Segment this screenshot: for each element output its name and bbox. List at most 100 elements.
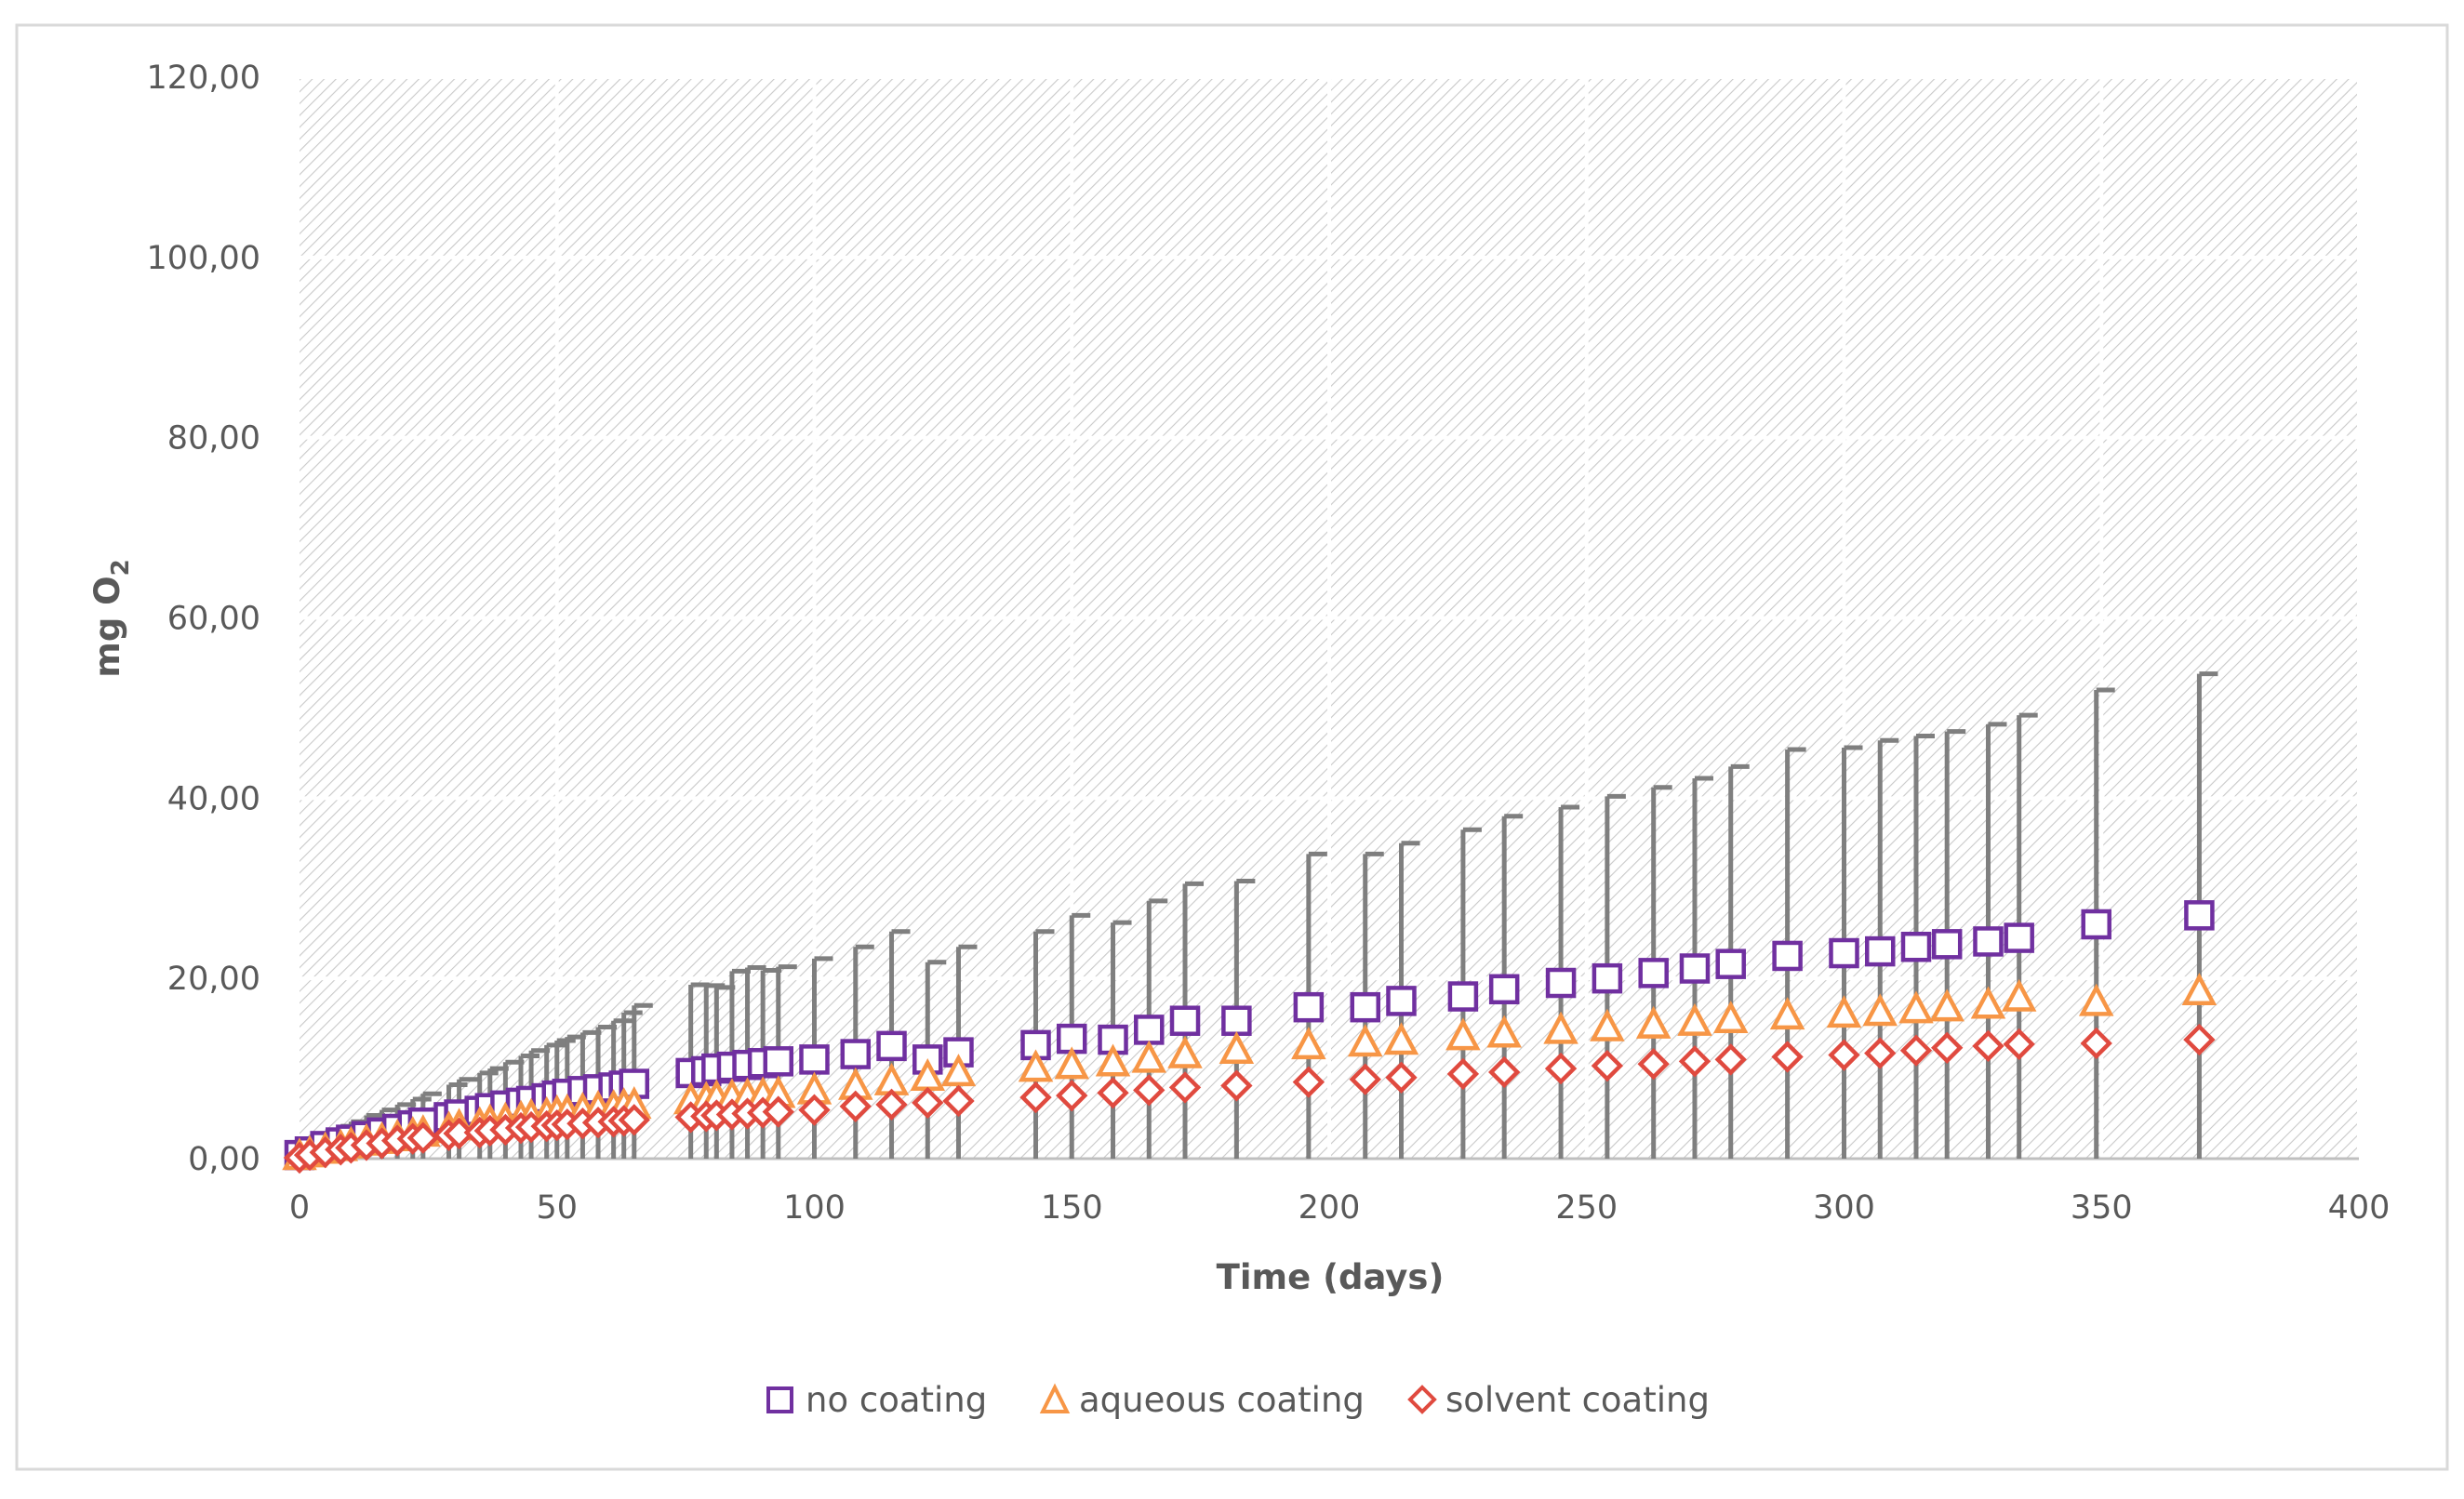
- data-point-triangle: [2078, 983, 2114, 1016]
- data-point-diamond: [1972, 1029, 2004, 1063]
- data-point-diamond: [1168, 1071, 1202, 1104]
- data-point-square: [1715, 948, 1746, 979]
- legend: no coating aqueous coating solvent coati…: [766, 1380, 1710, 1420]
- data-point-diamond: [1097, 1077, 1129, 1109]
- data-point-diamond: [2183, 1023, 2216, 1056]
- data-point-triangle: [1383, 1022, 1419, 1055]
- data-point-diamond: [1864, 1037, 1897, 1069]
- data-point-triangle: [1712, 1000, 1749, 1033]
- data-point-diamond: [1637, 1048, 1670, 1081]
- data-point-diamond: [875, 1088, 908, 1121]
- data-point-square: [1931, 929, 1963, 960]
- data-series: [282, 900, 2218, 1174]
- data-point-diamond: [798, 1094, 831, 1126]
- data-point-diamond: [1678, 1045, 1711, 1078]
- legend-marker-aqueous-coating: [1039, 1383, 1071, 1413]
- data-point-triangle: [1970, 986, 2006, 1019]
- data-point-triangle: [1054, 1046, 1090, 1080]
- data-point-diamond: [1019, 1081, 1052, 1114]
- data-point-square: [1350, 991, 1380, 1023]
- data-point-triangle: [2181, 972, 2218, 1005]
- data-point-triangle: [1095, 1043, 1131, 1077]
- data-point-square: [1386, 986, 1417, 1016]
- data-point-square: [1864, 935, 1896, 967]
- data-point-diamond: [1488, 1055, 1521, 1089]
- axes: 0,00 20,00 40,00 60,00 80,00 100,00 120,00 0 50 1…: [147, 60, 2391, 1227]
- data-point-square: [1829, 937, 1859, 969]
- data-point-triangle: [1131, 1040, 1167, 1073]
- data-point-square: [2184, 900, 2215, 931]
- y-tick-label: 60,00: [167, 601, 260, 638]
- data-point-diamond: [1544, 1052, 1578, 1085]
- x-tick-label: 150: [1041, 1189, 1103, 1227]
- data-point-triangle: [1929, 988, 1965, 1022]
- data-point-diamond: [1771, 1041, 1804, 1073]
- y-tick-label: 40,00: [167, 780, 260, 817]
- data-point-triangle: [1543, 1011, 1578, 1044]
- data-point-diamond: [762, 1095, 794, 1128]
- x-tick-label: 200: [1299, 1189, 1361, 1227]
- data-point-square: [1169, 1005, 1201, 1036]
- y-tick-label: 100,00: [147, 240, 260, 277]
- data-point-square: [2081, 909, 2111, 940]
- data-point-diamond: [1292, 1066, 1325, 1098]
- data-point-diamond: [1133, 1074, 1165, 1107]
- data-point-triangle: [1347, 1024, 1383, 1057]
- data-point-diamond: [942, 1084, 975, 1118]
- x-tick-label: 0: [289, 1189, 310, 1227]
- data-point-triangle: [1590, 1008, 1625, 1041]
- data-point-diamond: [912, 1086, 944, 1120]
- data-point-diamond: [2003, 1028, 2035, 1061]
- legend-marker-solvent-coating: [1407, 1385, 1437, 1414]
- data-point-square: [1221, 1005, 1252, 1036]
- data-point-diamond: [1446, 1057, 1480, 1091]
- data-point-triangle: [1677, 1002, 1712, 1036]
- data-point-triangle: [1826, 995, 1862, 1028]
- data-point-square: [1772, 940, 1803, 972]
- data-point-diamond: [1828, 1039, 1860, 1071]
- data-point-diamond: [618, 1104, 650, 1136]
- y-tick-label: 20,00: [167, 961, 260, 998]
- data-point-triangle: [1445, 1017, 1481, 1051]
- data-point-triangle: [1018, 1049, 1054, 1082]
- y-tick-label: 120,00: [147, 60, 260, 97]
- data-point-diamond: [839, 1090, 872, 1122]
- data-point-triangle: [1862, 993, 1898, 1027]
- y-tick-label: 0,00: [188, 1141, 260, 1178]
- data-point-diamond: [2080, 1027, 2112, 1060]
- data-point-diamond: [1591, 1049, 1624, 1082]
- data-point-triangle: [2001, 978, 2037, 1012]
- data-point-square: [840, 1039, 872, 1069]
- data-point-square: [876, 1030, 907, 1062]
- data-point-diamond: [1931, 1031, 1964, 1064]
- legend-label-aqueous-coating: aqueous coating: [1079, 1380, 1365, 1420]
- data-point-square: [1293, 991, 1325, 1023]
- data-point-square: [1973, 926, 2004, 957]
- gridlines: [300, 75, 2361, 1159]
- data-point-triangle: [1769, 997, 1805, 1030]
- legend-marker-no-coating: [766, 1386, 793, 1413]
- data-point-diamond: [1714, 1043, 1747, 1076]
- data-point-diamond: [1385, 1061, 1418, 1094]
- data-point-diamond: [1056, 1079, 1088, 1112]
- data-point-triangle: [1898, 990, 1934, 1024]
- legend-label-solvent-coating: solvent coating: [1445, 1380, 1710, 1420]
- data-point-square: [1900, 931, 1932, 962]
- data-point-square: [763, 1046, 794, 1077]
- x-tick-label: 300: [1813, 1189, 1875, 1227]
- x-tick-label: 50: [536, 1189, 578, 1227]
- y-axis-title-main: mg O: [87, 576, 127, 677]
- x-tick-label: 400: [2328, 1189, 2391, 1227]
- data-point-diamond: [1899, 1034, 1933, 1067]
- data-point-diamond: [1220, 1069, 1253, 1102]
- y-axis-title: mg O2: [87, 559, 135, 677]
- data-point-diamond: [406, 1121, 440, 1154]
- x-tick-label: 350: [2071, 1189, 2133, 1227]
- legend-label-no-coating: no coating: [806, 1380, 987, 1420]
- data-point-triangle: [1219, 1030, 1255, 1064]
- x-tick-label: 250: [1555, 1189, 1618, 1227]
- data-point-square: [1545, 967, 1577, 999]
- data-point-triangle: [1486, 1015, 1522, 1048]
